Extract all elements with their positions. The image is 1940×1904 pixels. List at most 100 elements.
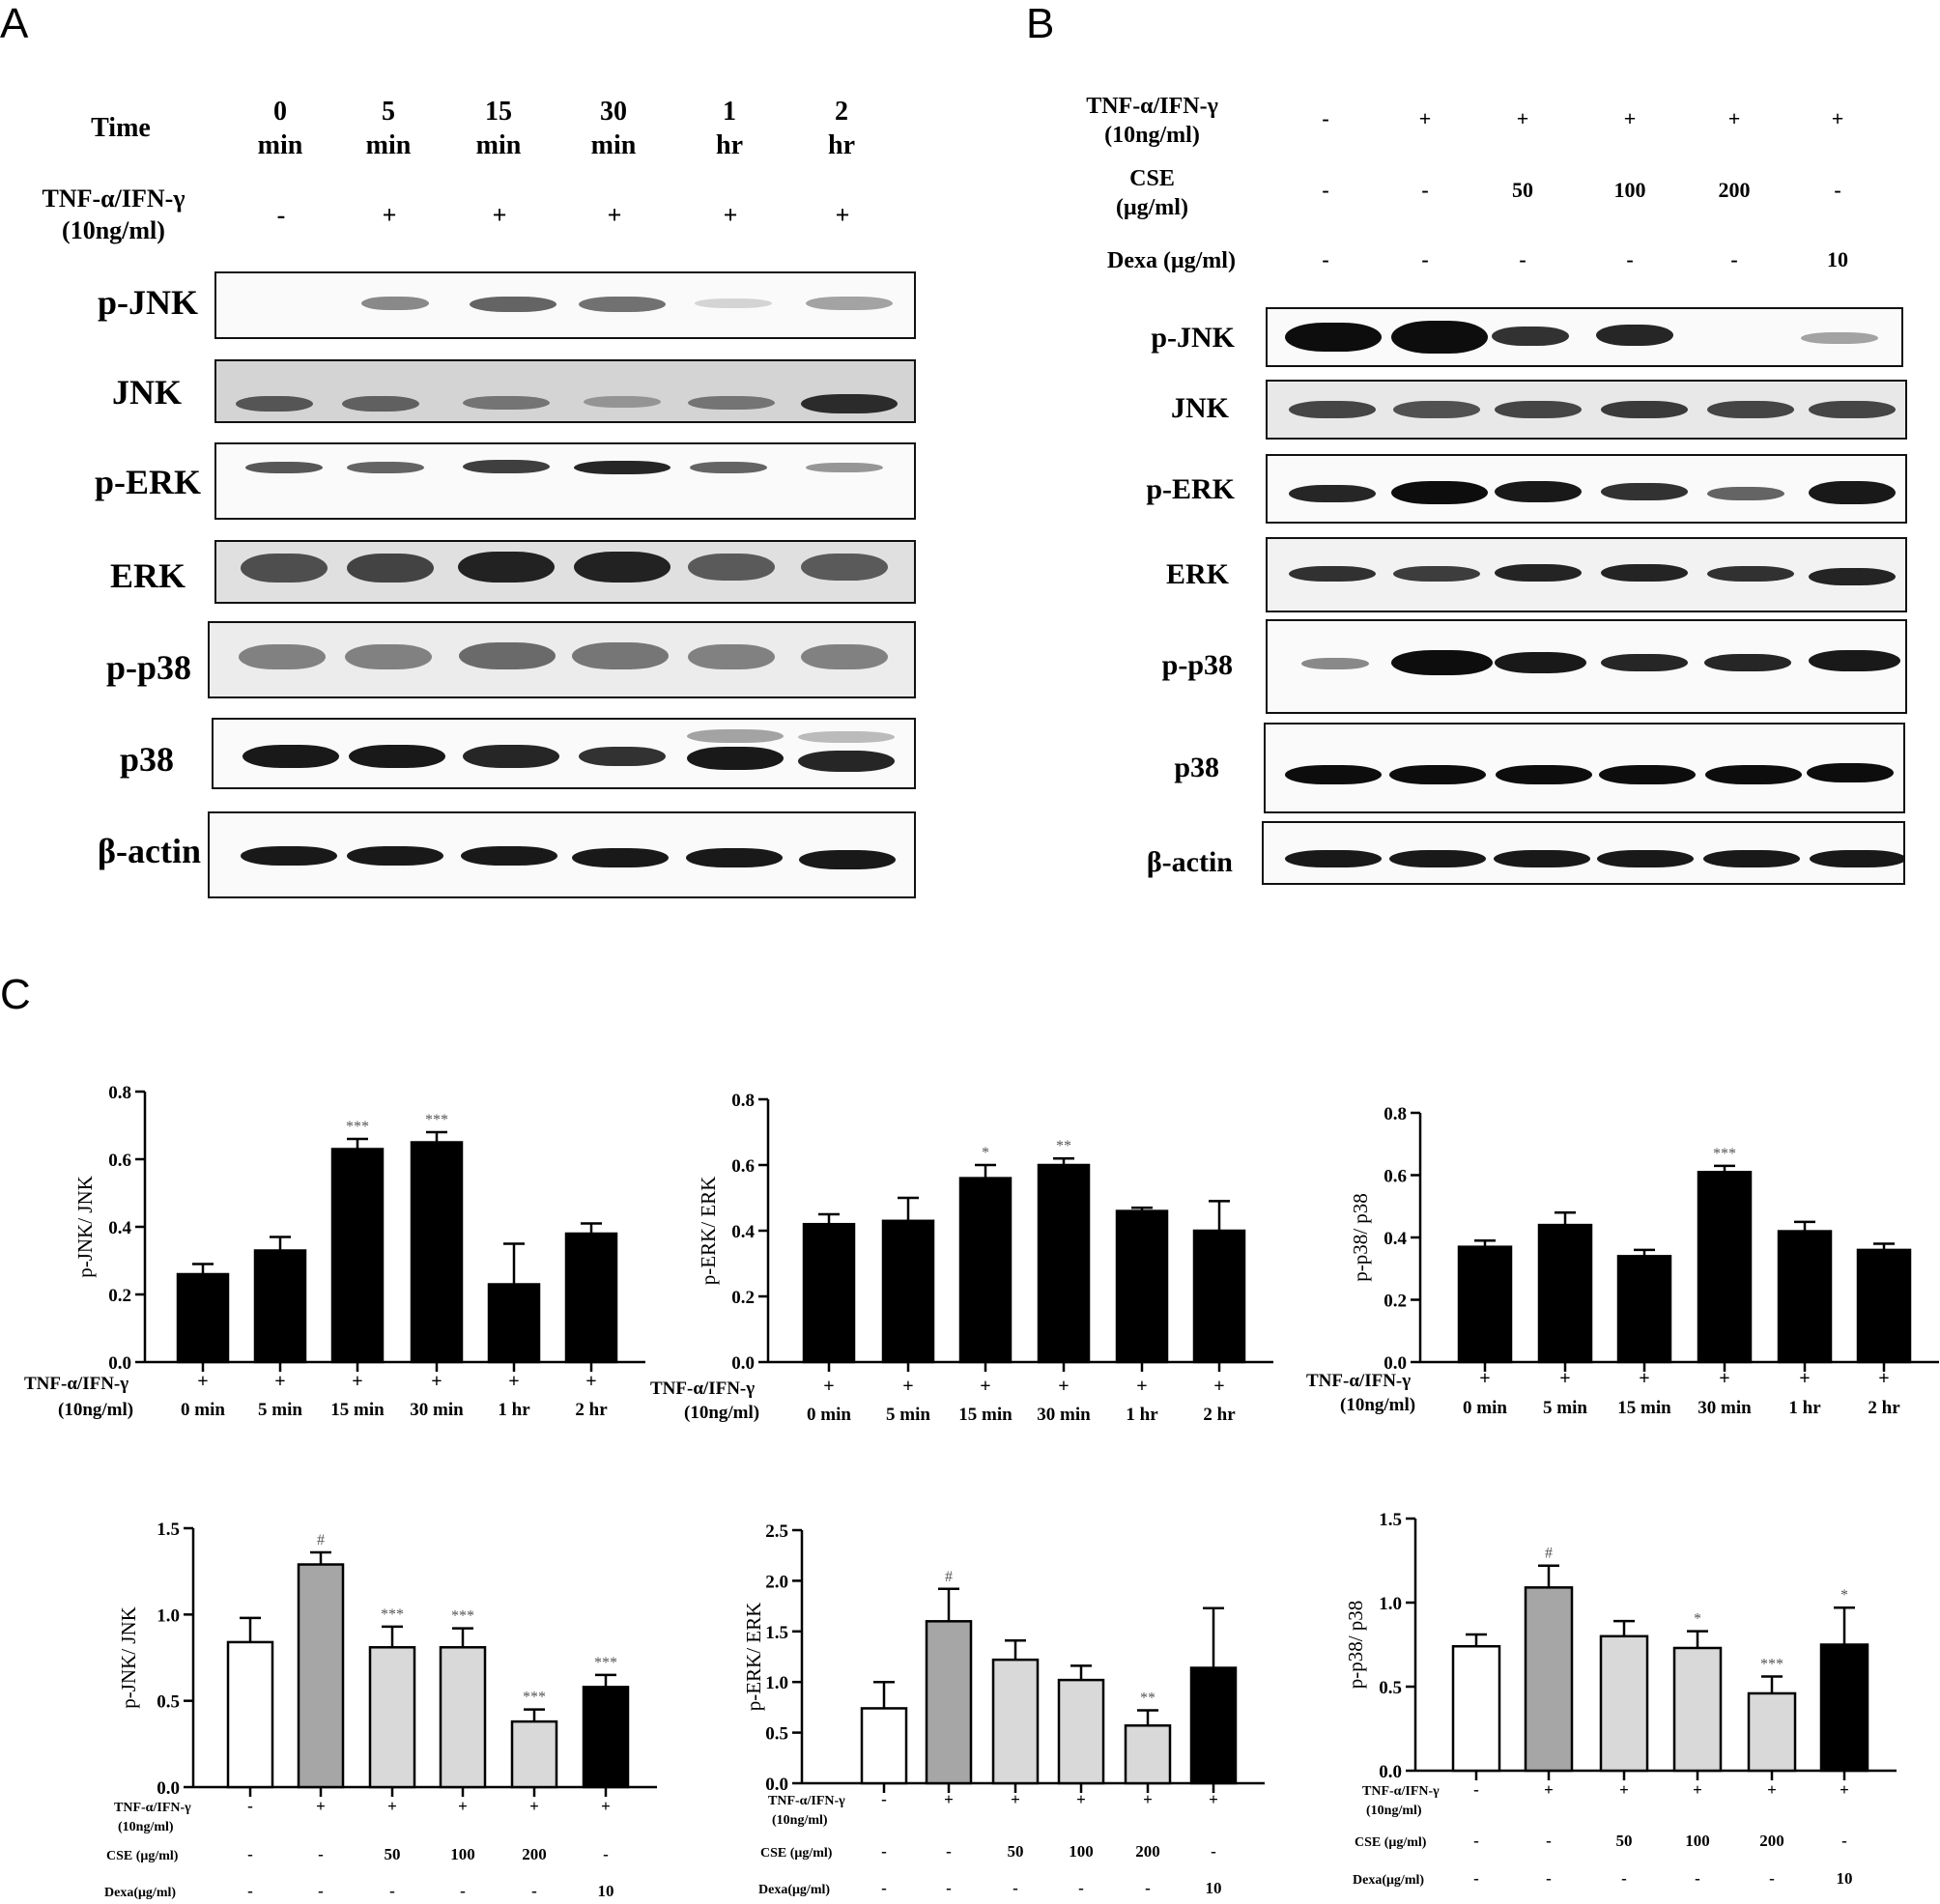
bar <box>1672 1646 1723 1773</box>
bar <box>1457 1245 1513 1364</box>
significance-label: # <box>1545 1546 1553 1562</box>
bar <box>925 1620 973 1785</box>
treatment-sign: + <box>1479 1368 1490 1389</box>
y-tick-label: 0.0 <box>1379 1762 1402 1782</box>
y-tick-label: 1.5 <box>765 1623 788 1643</box>
treatment-value: + <box>1544 1780 1554 1799</box>
treatment-row-label: TNF-α/IFN-γ <box>768 1794 845 1808</box>
treatment-row-label: (10ng/ml) <box>58 1400 133 1420</box>
blot-a-pp38 <box>208 621 916 698</box>
treat-sign-b-0: - <box>1322 106 1329 130</box>
bar <box>582 1686 630 1789</box>
treatment-value: - <box>460 1882 466 1900</box>
dexa-val-b-5: 10 <box>1827 247 1848 271</box>
treatment-sign: + <box>980 1376 990 1397</box>
treatment-value: 100 <box>1685 1832 1710 1850</box>
x-category-label: 15 min <box>958 1405 1013 1425</box>
treatment-row-label: TNF-α/IFN-γ <box>24 1374 128 1394</box>
y-tick-label: 1.0 <box>1379 1594 1402 1614</box>
treatment-value: - <box>603 1845 609 1863</box>
treatment-value: - <box>1211 1842 1216 1861</box>
x-category-label: 2 hr <box>1203 1405 1236 1425</box>
blot-a-label-actin: β-actin <box>98 832 201 870</box>
x-category-label: 0 min <box>807 1405 851 1425</box>
y-tick-label: 0.4 <box>1384 1229 1407 1249</box>
blot-a-label-pp38: p-p38 <box>105 648 191 687</box>
treatment-value: - <box>1621 1869 1627 1888</box>
treatment-value: - <box>1078 1879 1084 1897</box>
bar <box>297 1563 345 1789</box>
dexa-row-label: Dexa(μg/ml) <box>758 1883 830 1897</box>
bar <box>1777 1230 1833 1364</box>
treatment-value: - <box>881 1842 887 1861</box>
significance-label: # <box>945 1569 953 1585</box>
blot-a-label-p38: p38 <box>119 740 174 779</box>
blot-b-label-jnk: JNK <box>1171 392 1229 424</box>
y-tick-label: 0.5 <box>765 1724 788 1745</box>
significance-label: ** <box>1056 1138 1071 1154</box>
treatment-label-a: TNF-α/IFN-γ (10ng/ml) <box>42 185 185 244</box>
treat-sign-a-4: + <box>723 201 738 229</box>
treatment-value: - <box>247 1882 253 1900</box>
blot-b-actin <box>1262 821 1905 885</box>
y-tick-label: 1.5 <box>1379 1510 1402 1530</box>
blot-a-perk <box>214 442 916 520</box>
x-category-label: 1 hr <box>1126 1405 1158 1425</box>
blot-b-label-pjnk: p-JNK <box>1151 322 1235 354</box>
bar <box>991 1658 1040 1785</box>
dexa-val-b-4: - <box>1730 247 1738 271</box>
treatment-sign: + <box>585 1371 596 1392</box>
bar <box>564 1232 618 1364</box>
treatment-value: 50 <box>1008 1842 1024 1861</box>
panel-label-c: C <box>0 971 31 1018</box>
y-tick-label: 2.5 <box>765 1521 788 1542</box>
treatment-value: + <box>1693 1780 1702 1799</box>
blot-b-pp38 <box>1266 619 1907 714</box>
y-tick-label: 0.2 <box>108 1286 131 1306</box>
x-category-label: 5 min <box>1543 1398 1587 1418</box>
bar <box>1057 1678 1105 1785</box>
significance-label: *** <box>451 1608 474 1625</box>
time-0: 0 min <box>257 97 303 160</box>
significance-label: * <box>1694 1611 1701 1628</box>
treat-sign-a-2: + <box>492 201 507 229</box>
cse-val-b-3: 100 <box>1613 178 1646 202</box>
blot-a-erk <box>214 540 916 604</box>
blot-b-perk <box>1266 454 1907 524</box>
dexa-row-label: Dexa(μg/ml) <box>1353 1873 1424 1888</box>
bar <box>1747 1691 1797 1773</box>
x-category-label: 5 min <box>886 1405 930 1425</box>
y-tick-label: 0.8 <box>1384 1104 1407 1124</box>
cse-val-b-0: - <box>1322 178 1329 202</box>
treatment-value: + <box>1143 1790 1153 1808</box>
significance-label: *** <box>1713 1146 1736 1162</box>
bar <box>1524 1586 1574 1773</box>
blot-a-p38 <box>212 718 916 789</box>
treat-sign-a-3: + <box>607 201 622 229</box>
x-category-label: 2 hr <box>575 1400 608 1420</box>
blot-a-label-jnk: JNK <box>112 373 182 412</box>
bar <box>802 1222 856 1364</box>
x-category-label: 30 min <box>410 1400 464 1420</box>
treatment-sign: + <box>508 1371 519 1392</box>
bar <box>487 1283 541 1364</box>
bar <box>368 1646 416 1789</box>
bar <box>253 1249 307 1364</box>
bar <box>410 1141 464 1364</box>
treatment-row-label: (10ng/ml) <box>1366 1804 1422 1818</box>
significance-label: *** <box>381 1606 404 1623</box>
treatment-value: - <box>1473 1832 1479 1850</box>
treatment-value: 200 <box>1759 1832 1784 1850</box>
treatment-sign: + <box>1058 1376 1069 1397</box>
treatment-sign: + <box>431 1371 442 1392</box>
blot-a-pjnk <box>214 271 916 339</box>
treatment-sign: + <box>1639 1368 1649 1389</box>
treatment-row-label: (10ng/ml) <box>772 1813 828 1828</box>
bar <box>1616 1255 1672 1364</box>
cse-label-b: CSE (μg/ml) <box>1116 166 1188 220</box>
bar <box>1819 1643 1869 1773</box>
treatment-value: + <box>316 1797 326 1815</box>
treat-sign-b-3: + <box>1623 106 1637 130</box>
time-30: 30 min <box>590 97 637 160</box>
bar <box>1697 1171 1753 1364</box>
